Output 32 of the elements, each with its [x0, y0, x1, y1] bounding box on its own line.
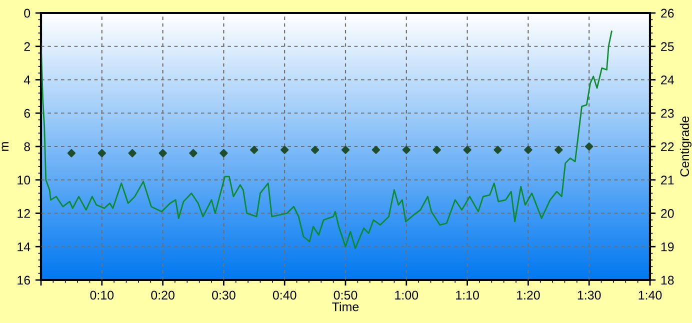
y2-tick-label: 18	[661, 276, 674, 285]
y-tick-label: 10	[18, 176, 30, 185]
x-tick-label: 1:00	[395, 290, 418, 300]
y2-axis-title: Centigrade	[680, 116, 692, 176]
y2-tick-label: 26	[661, 8, 674, 18]
x-tick-label: 0:20	[151, 290, 174, 300]
y-tick-label: 2	[24, 42, 30, 51]
x-tick-label: 1:30	[578, 290, 601, 300]
x-axis-title: Time	[332, 302, 359, 312]
y-axis-title: m	[2, 142, 9, 151]
y-tick-label: 0	[24, 8, 30, 18]
x-tick-label: 0:30	[212, 290, 236, 300]
x-tick-label: 0:50	[334, 290, 358, 300]
x-tick-label: 0:10	[90, 290, 114, 300]
y-tick-label: 12	[18, 209, 30, 218]
y2-tick-label: 21	[661, 176, 674, 184]
y-tick-label: 16	[18, 276, 30, 285]
x-tick-label: 1:20	[516, 290, 540, 300]
y2-tick-label: 23	[661, 108, 674, 118]
y2-tick-label: 22	[661, 142, 674, 152]
y2-tick-label: 25	[661, 42, 674, 52]
y2-tick-label: 19	[661, 242, 674, 252]
y-tick-label: 8	[24, 142, 30, 152]
line-series	[41, 30, 612, 249]
x-tick-label: 1:40	[638, 290, 662, 300]
y-tick-label: 4	[24, 76, 30, 84]
y-tick-label: 14	[18, 242, 30, 252]
y2-tick-label: 20	[661, 209, 674, 218]
y-tick-label: 6	[24, 108, 30, 118]
x-tick-label: 1:10	[456, 290, 479, 300]
y2-tick-label: 24	[661, 76, 674, 84]
x-tick-label: 0:40	[272, 290, 296, 300]
